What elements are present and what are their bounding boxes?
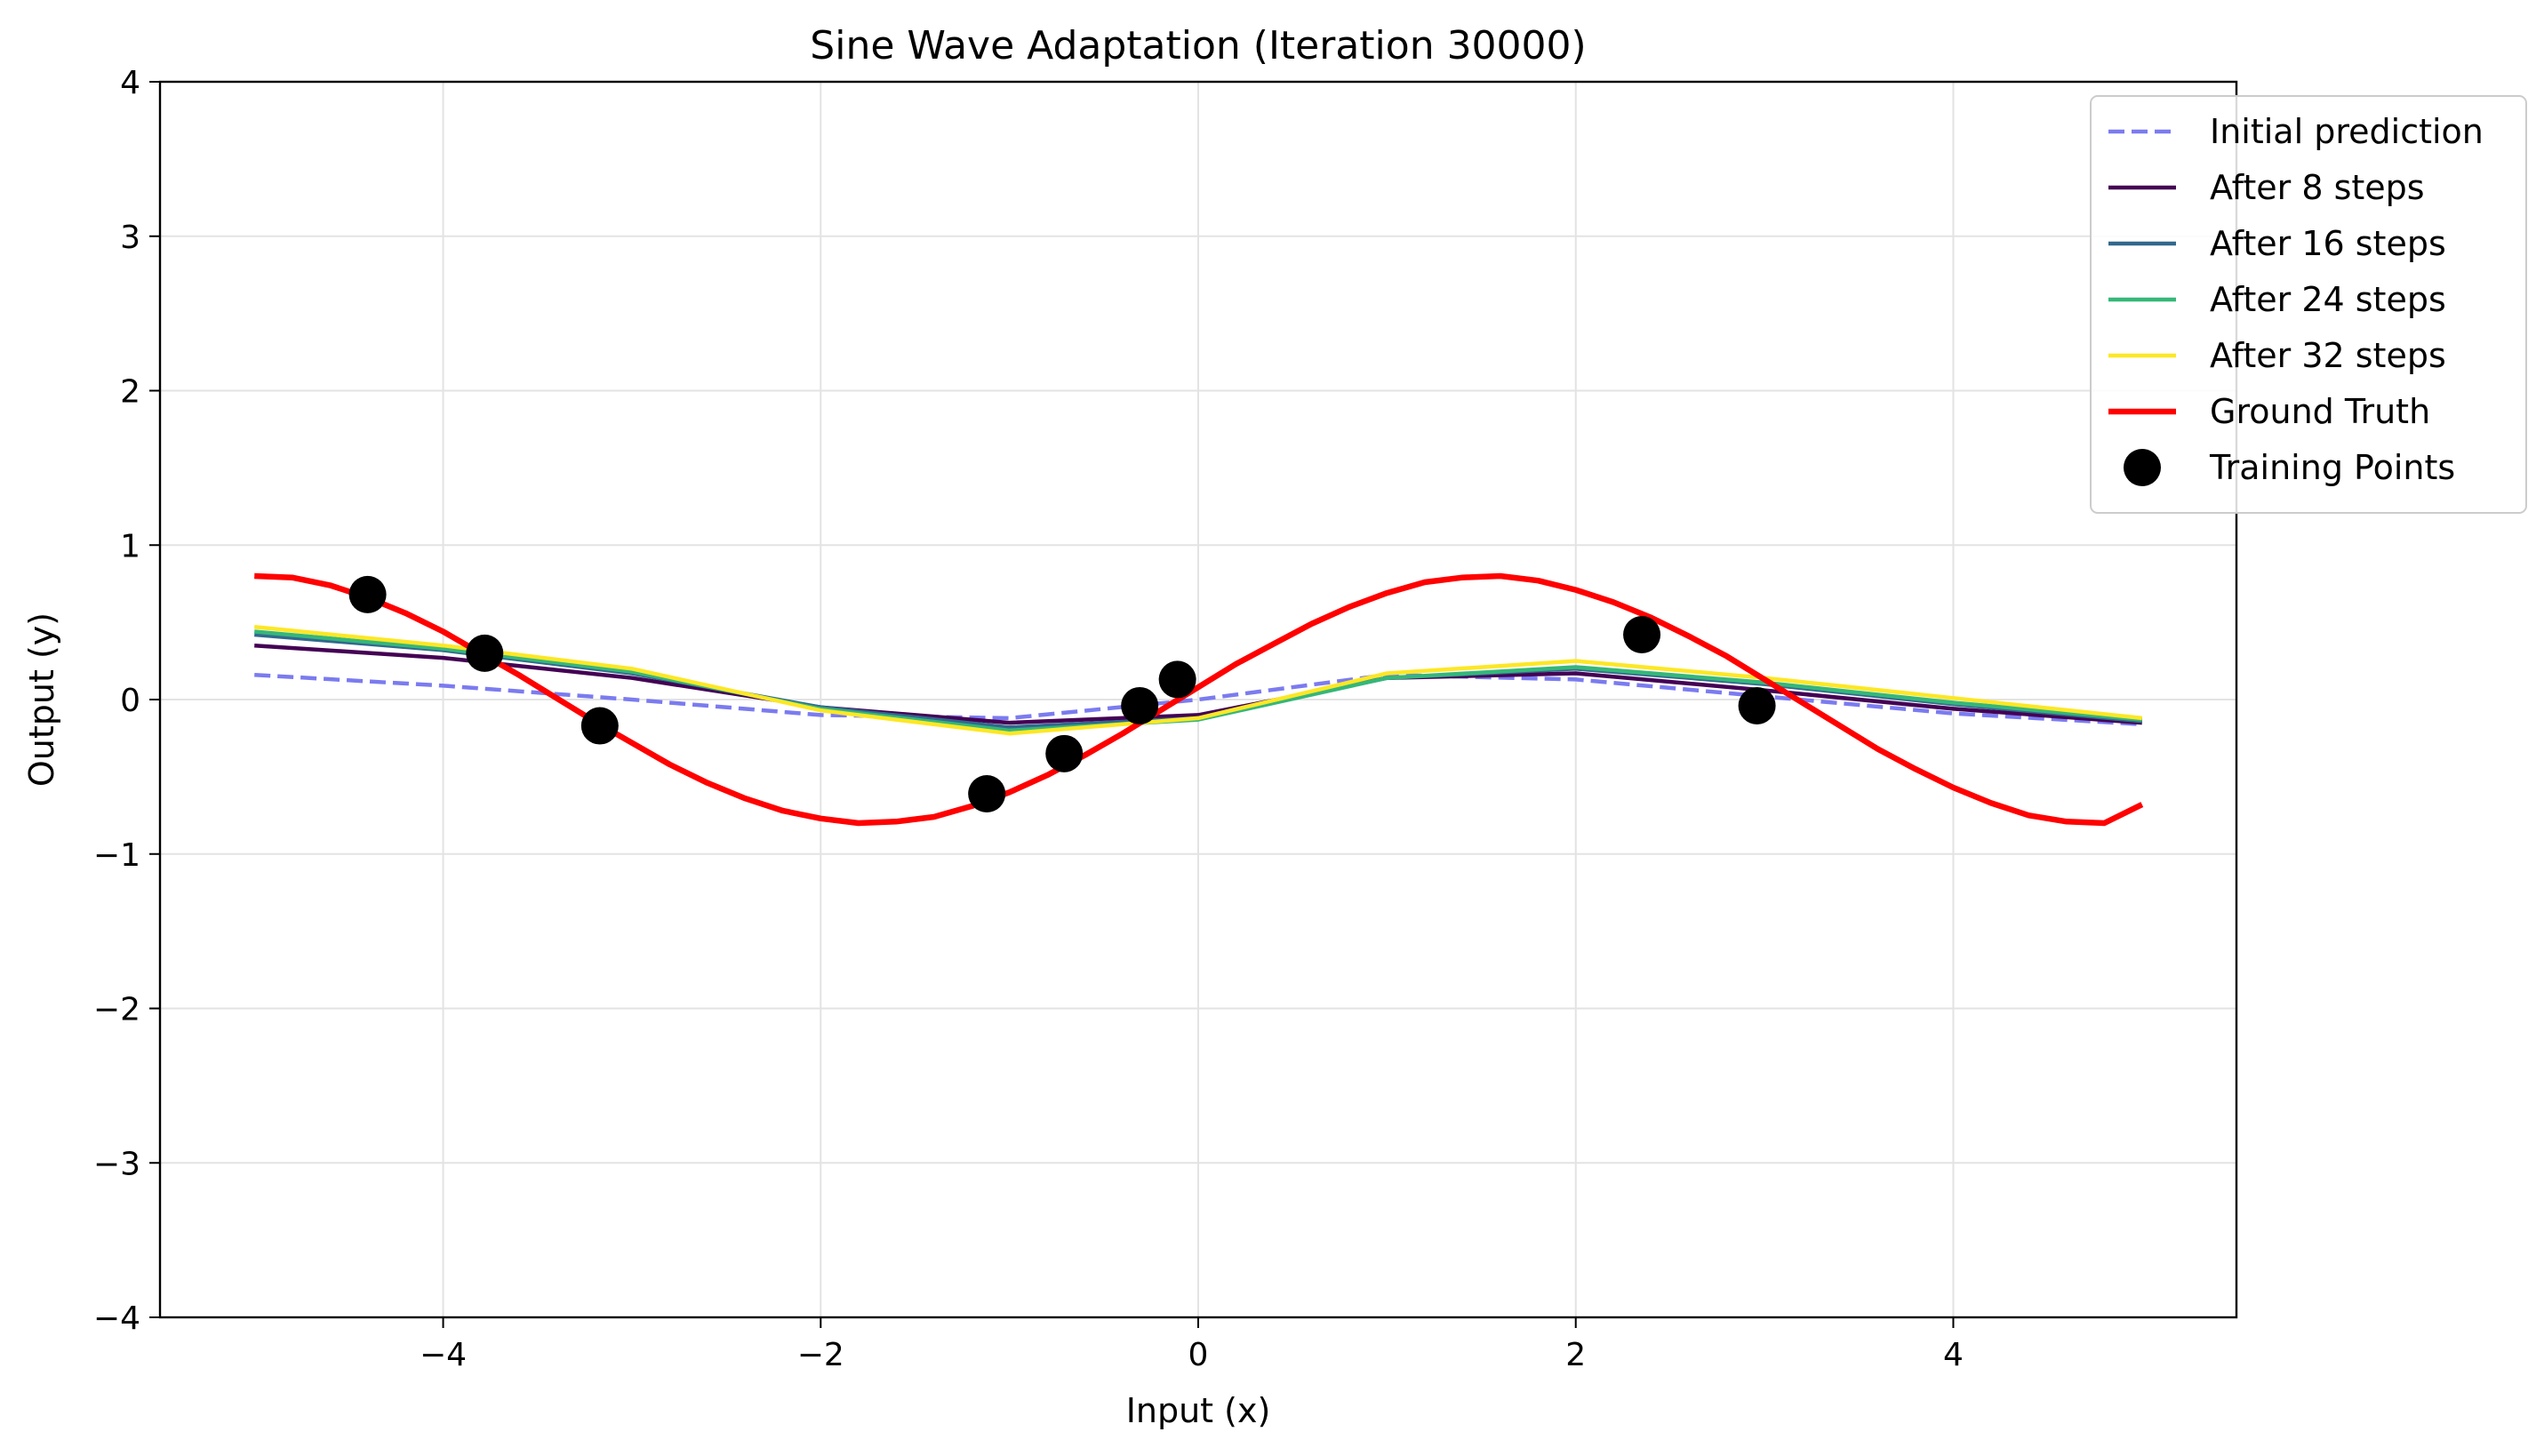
y-tick-label: 4 [120,65,140,101]
training-point [348,575,387,613]
training-point [580,707,619,745]
series-line [253,625,2143,736]
y-tick-label: 0 [120,683,140,719]
training-point [1121,686,1159,724]
axis-ticks: −4 −2 0 2 4 −4 −3 −2 −1 0 1 2 3 4 [93,65,1964,1373]
y-tick-label: 1 [120,528,140,564]
x-tick-label: 4 [1943,1337,1964,1373]
series-line [254,672,2142,727]
legend-label: Initial prediction [2210,112,2484,151]
legend: Initial prediction After 8 steps After 16 … [2090,95,2527,514]
legend-label: Ground Truth [2210,392,2430,431]
y-tick-label: −4 [93,1300,140,1337]
training-point [968,774,1006,812]
legend-label: Training Points [2209,448,2455,487]
legend-label: After 8 steps [2210,168,2425,207]
y-tick-label: −1 [93,837,140,874]
training-point [1045,734,1084,772]
y-tick-label: −2 [93,992,140,1028]
y-tick-label: 3 [120,220,140,256]
y-tick-label: 2 [120,374,140,411]
legend-label: After 32 steps [2210,336,2446,375]
training-point [1623,616,1661,654]
legend-label: After 16 steps [2210,224,2446,263]
training-point [1738,686,1776,724]
chart-title: Sine Wave Adaptation (Iteration 30000) [810,23,1586,68]
series-line [254,572,2144,827]
x-tick-label: −4 [420,1337,467,1373]
x-tick-label: 0 [1188,1337,1209,1373]
x-axis-label: Input (x) [1126,1391,1271,1430]
legend-box [2090,95,2527,514]
series-line [254,643,2142,725]
legend-swatch [2124,449,2161,486]
y-tick-label: −3 [93,1146,140,1182]
training-points [348,575,1776,812]
series-lines [253,572,2144,827]
legend-label: After 24 steps [2210,280,2446,319]
y-axis-label: Output (y) [22,612,61,787]
training-point [1158,660,1196,699]
training-point [466,634,504,672]
x-tick-label: 2 [1565,1337,1586,1373]
x-tick-label: −2 [797,1337,844,1373]
